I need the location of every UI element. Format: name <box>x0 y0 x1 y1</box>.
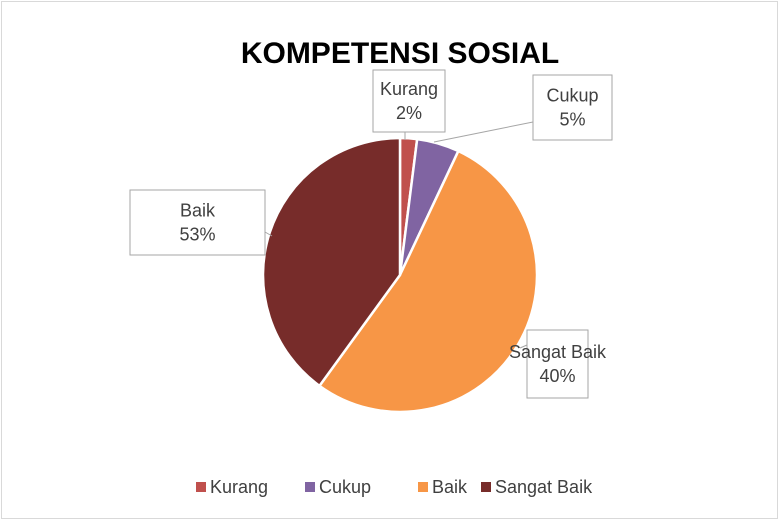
legend-label: Kurang <box>210 477 268 497</box>
data-label-value: 40% <box>539 366 575 386</box>
legend-swatch <box>418 482 428 492</box>
leader-line <box>433 121 534 143</box>
chart-title: KOMPETENSI SOSIAL <box>241 37 559 70</box>
data-label-value: 2% <box>396 103 422 123</box>
data-label-box <box>526 329 589 399</box>
legend-swatch <box>481 482 491 492</box>
data-label-box <box>532 74 613 141</box>
pie-slice <box>317 149 539 414</box>
data-label-name: Kurang <box>380 79 438 99</box>
leader-line <box>264 231 273 237</box>
legend-swatch <box>305 482 315 492</box>
legend-label: Sangat Baik <box>495 477 593 497</box>
data-label-name: Baik <box>180 200 216 220</box>
data-label-box <box>372 69 446 133</box>
data-label-value: 53% <box>179 224 215 244</box>
legend-label: Baik <box>432 477 468 497</box>
legend-swatch <box>196 482 206 492</box>
data-label-name: Sangat Baik <box>509 342 607 362</box>
pie-slice <box>261 136 402 388</box>
data-label-box <box>129 189 266 256</box>
leader-line <box>519 344 528 349</box>
data-label-value: 5% <box>559 109 585 129</box>
data-label-name: Cukup <box>546 85 598 105</box>
legend-label: Cukup <box>319 477 371 497</box>
